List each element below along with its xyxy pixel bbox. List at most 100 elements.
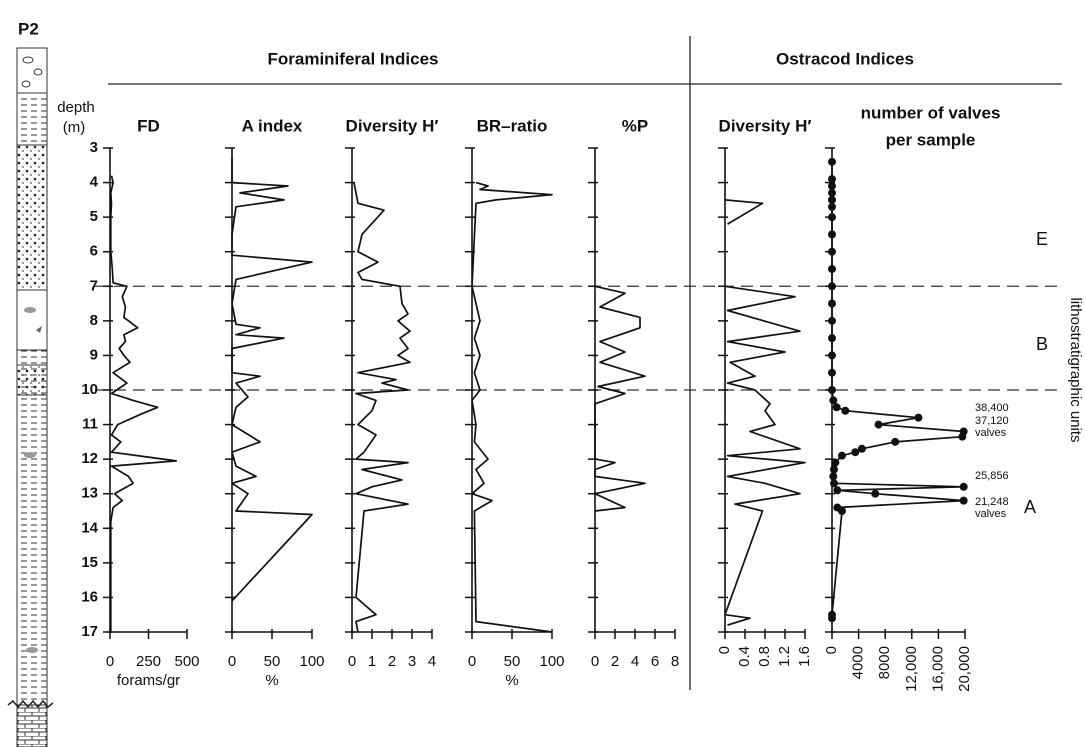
x-tick-label: 0 [106, 653, 114, 670]
y-tick-label: 12 [81, 450, 98, 467]
data-point [871, 489, 880, 498]
x-tick-label: 100 [539, 653, 564, 670]
data-point [914, 413, 923, 422]
x-tick-label: 0.8 [756, 646, 773, 667]
x-tick-label: 4000 [850, 646, 867, 679]
y-tick-label: 3 [90, 139, 98, 156]
x-tick-label: 2 [388, 653, 396, 670]
data-point [829, 465, 838, 474]
y-tick-label: 7 [90, 277, 98, 294]
y-tick-label: 4 [90, 174, 99, 191]
panel-title: Diversity H′ [719, 116, 812, 135]
panel-title: BR–ratio [477, 116, 548, 135]
x-axis-label: forams/gr [117, 672, 180, 689]
data-point [828, 202, 836, 211]
data-point [828, 316, 836, 325]
unit-label: A [1024, 497, 1036, 517]
data-point [829, 479, 838, 488]
data-point [841, 406, 850, 415]
data-line [109, 175, 178, 632]
side-label: lithostratigraphic units [1067, 297, 1084, 442]
data-point [829, 396, 838, 405]
y-tick-label: 9 [90, 346, 98, 363]
x-tick-label: 50 [264, 653, 281, 670]
y-tick-label: 11 [82, 416, 98, 433]
annotation: 25,856 [975, 470, 1009, 482]
data-line [831, 161, 965, 619]
data-point [874, 420, 883, 429]
x-tick-label: 4 [631, 653, 639, 670]
unit-label: E [1036, 229, 1048, 249]
group-label: Foraminiferal Indices [268, 49, 439, 68]
x-axis-label: % [505, 672, 518, 689]
data-point [828, 351, 836, 360]
x-axis-label: % [265, 672, 278, 689]
annotation: 21,248 [975, 496, 1009, 508]
x-tick-label: 0 [591, 653, 599, 670]
x-tick-label: 250 [136, 653, 161, 670]
y-tick-label: 16 [81, 588, 98, 605]
data-point [828, 299, 836, 308]
annotation: valves [975, 427, 1007, 439]
annotation: 37,120 [975, 415, 1009, 427]
x-tick-label: 100 [299, 653, 324, 670]
x-tick-label: 3 [408, 653, 416, 670]
x-tick-label: 8 [671, 653, 679, 670]
panel-title: Diversity H′ [346, 116, 439, 135]
data-point [828, 368, 836, 377]
data-point [832, 403, 841, 412]
x-tick-label: 0 [716, 646, 733, 654]
y-axis-label: (m) [63, 119, 86, 136]
x-tick-label: 0 [228, 653, 236, 670]
y-tick-label: 13 [81, 485, 98, 502]
x-tick-label: 1.6 [796, 646, 813, 667]
data-point [828, 614, 836, 623]
data-point [891, 437, 900, 446]
x-tick-label: 0 [823, 646, 840, 654]
annotation: valves [975, 508, 1007, 520]
x-tick-label: 0 [468, 653, 476, 670]
x-tick-label: 0.4 [736, 646, 753, 667]
unit-label: B [1036, 334, 1048, 354]
x-tick-label: 0 [348, 653, 356, 670]
data-point [837, 507, 846, 515]
data-line [471, 181, 553, 633]
y-tick-label: 6 [90, 243, 98, 260]
group-label: Ostracod Indices [776, 49, 914, 68]
data-point [833, 486, 842, 495]
data-point [828, 182, 836, 191]
data-point [959, 482, 968, 491]
x-tick-label: 20,000 [956, 646, 973, 692]
data-point [831, 458, 840, 467]
data-point [828, 213, 836, 222]
x-tick-label: 6 [651, 653, 659, 670]
data-point [828, 334, 836, 343]
x-tick-label: 50 [504, 653, 521, 670]
data-point [828, 282, 836, 291]
panel-title: A index [242, 116, 303, 135]
data-line [724, 199, 806, 626]
y-tick-label: 15 [81, 554, 98, 571]
data-line [594, 285, 646, 512]
x-tick-label: 1.2 [776, 646, 793, 667]
panel-title: per sample [886, 130, 976, 149]
x-tick-label: 12,000 [903, 646, 920, 692]
data-line [231, 158, 313, 602]
data-point [828, 386, 836, 394]
data-point [828, 247, 836, 256]
data-point [958, 432, 967, 441]
column-label: P2 [18, 19, 39, 38]
data-point [851, 448, 860, 457]
y-tick-label: 17 [81, 623, 98, 640]
data-point [828, 175, 836, 184]
x-tick-label: 4 [428, 653, 436, 670]
data-point [828, 265, 836, 273]
data-point [828, 188, 836, 197]
data-point [959, 496, 968, 505]
y-tick-label: 14 [81, 519, 98, 536]
data-line [353, 182, 411, 633]
annotation: 38,400 [975, 402, 1009, 414]
data-point [828, 230, 836, 239]
data-point [829, 472, 838, 481]
